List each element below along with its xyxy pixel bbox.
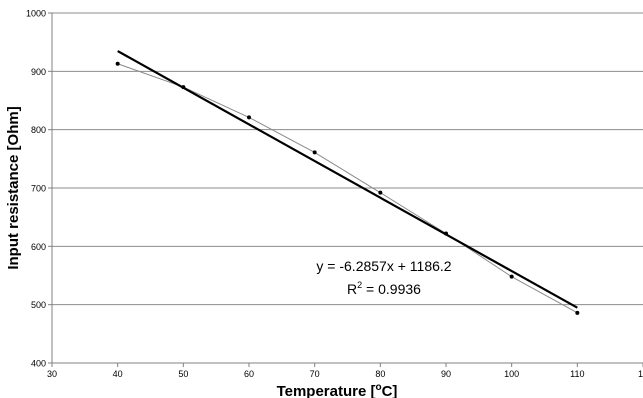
x-tick-label: 80 — [375, 369, 385, 379]
x-tick-label: 12 — [638, 369, 643, 379]
x-tick-label: 100 — [504, 369, 519, 379]
x-tick-label: 50 — [178, 369, 188, 379]
data-point — [247, 115, 251, 120]
y-tick-label: 1000 — [26, 9, 46, 19]
x-axis-title-superscript: o — [375, 382, 381, 393]
x-tick-label: 70 — [310, 369, 320, 379]
r-squared-label: R2 = 0.9936 — [347, 280, 421, 297]
y-tick-label: 800 — [31, 125, 46, 135]
y-tick-label: 700 — [31, 184, 46, 194]
y-tick-label: 500 — [31, 300, 46, 310]
x-tick-label: 110 — [570, 369, 584, 379]
r-squared-value: = 0.9936 — [362, 281, 421, 297]
y-tick-label: 400 — [31, 359, 46, 369]
x-tick-label: 40 — [113, 369, 123, 379]
r-squared-superscript: 2 — [357, 280, 362, 290]
grid — [52, 12, 643, 306]
data-point — [378, 190, 383, 195]
series-connector-line — [117, 63, 578, 314]
trendline — [117, 50, 578, 309]
trendline-equation: y = -6.2857x + 1186.2 — [316, 258, 451, 274]
x-tick-labels: 30 40 50 60 70 80 90 100 110 12 — [47, 363, 643, 379]
r-squared-prefix: R — [347, 281, 357, 297]
y-tick-label: 600 — [31, 242, 46, 252]
y-axis-title: Input resistance [Ohm] — [5, 106, 22, 269]
x-axis-title-tail: C] — [382, 383, 398, 398]
x-tick-label: 30 — [47, 369, 57, 379]
x-tick-label: 60 — [244, 369, 254, 379]
data-point — [575, 310, 580, 315]
x-axis-title-main: Temperature [ — [277, 383, 376, 398]
x-tick-label: 90 — [441, 369, 451, 379]
data-point — [312, 150, 317, 155]
data-point — [509, 274, 514, 279]
y-tick-label: 900 — [31, 67, 46, 77]
data-point — [115, 61, 120, 66]
y-tick-labels: 400 500 600 700 800 900 1000 — [26, 9, 52, 369]
x-axis-title: Temperature [oC] — [277, 382, 398, 398]
